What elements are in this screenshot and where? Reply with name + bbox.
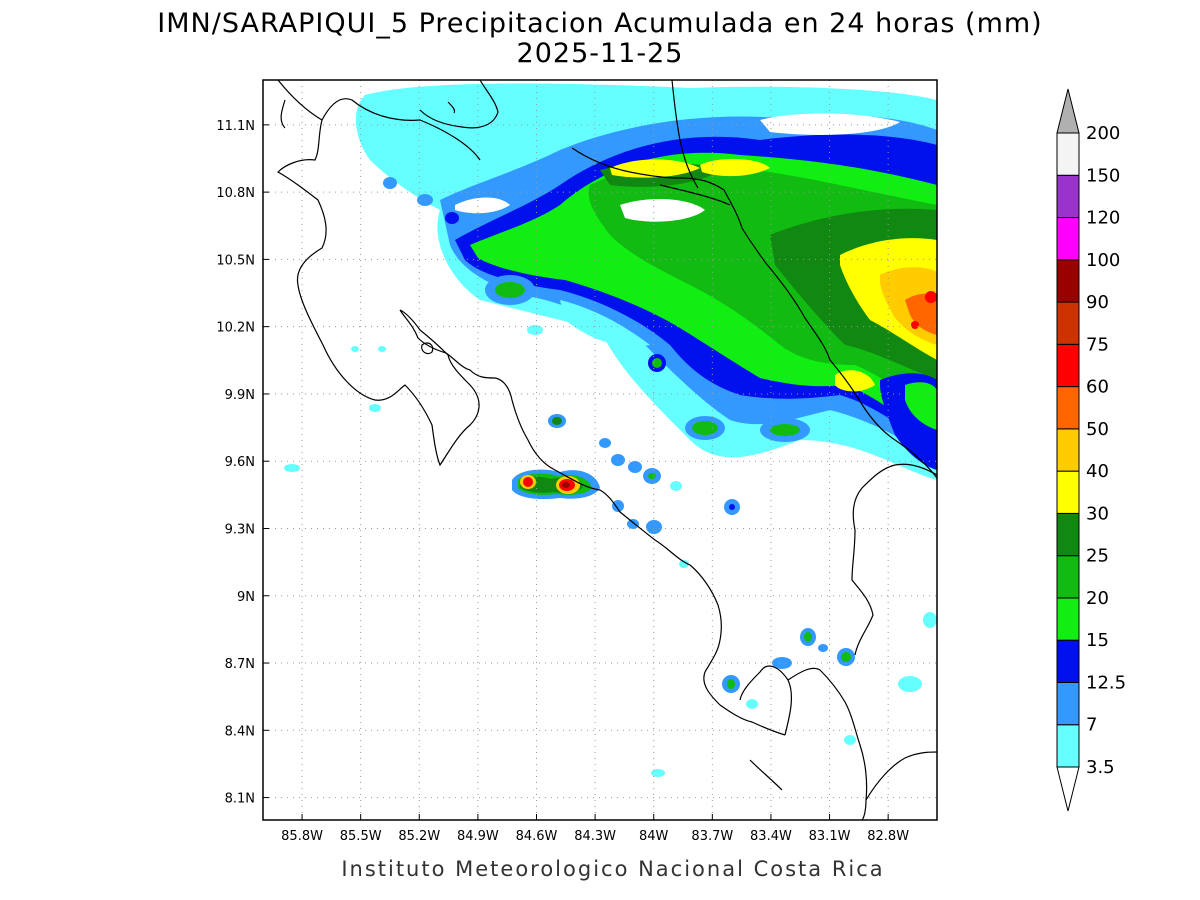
colorbar-swatch <box>1056 555 1080 599</box>
map-area <box>263 80 937 820</box>
x-tick-label: 84W <box>639 829 669 844</box>
y-tick-label: 8.7N <box>225 657 255 672</box>
colorbar-swatch <box>1056 301 1080 345</box>
y-axis-ticks: 11.1N 10.8N 10.5N 10.2N 9.9N 9.6N 9.3N 9N 8.7N 8.… <box>216 119 269 807</box>
colorbar-label: 20 <box>1086 588 1109 609</box>
y-tick-label: 11.1N <box>216 119 255 134</box>
map-frame <box>262 79 938 821</box>
colorbar: 3.5 7 12.5 15 20 25 30 40 50 60 75 90 100 120 150 200 <box>1056 88 1126 812</box>
x-tick-label: 84.3W <box>574 829 616 844</box>
x-tick-label: 85.8W <box>281 829 323 844</box>
precip-isolated-cells <box>284 177 937 777</box>
colorbar-label: 150 <box>1086 165 1120 186</box>
colorbar-label: 90 <box>1086 292 1109 313</box>
colorbar-swatch <box>1056 428 1080 472</box>
colorbar-label: 40 <box>1086 461 1109 482</box>
colorbar-swatch <box>1056 217 1080 261</box>
x-tick-label: 83.1W <box>809 829 851 844</box>
colorbar-swatch <box>1056 132 1080 176</box>
colorbar-label: 100 <box>1086 250 1120 271</box>
colorbar-label: 15 <box>1086 630 1109 651</box>
colorbar-swatch <box>1056 639 1080 683</box>
x-tick-label: 85.2W <box>398 829 440 844</box>
y-tick-label: 10.8N <box>216 186 255 201</box>
y-tick-label: 9N <box>237 590 255 605</box>
y-tick-label: 8.1N <box>225 792 255 807</box>
colorbar-swatch <box>1056 470 1080 514</box>
coastlines <box>277 80 937 820</box>
colorbar-label: 50 <box>1086 419 1109 440</box>
colorbar-label: 3.5 <box>1086 757 1115 778</box>
colorbar-swatch <box>1056 174 1080 219</box>
map-grid <box>263 80 937 820</box>
colorbar-label: 120 <box>1086 208 1120 229</box>
x-tick-label: 83.4W <box>750 829 792 844</box>
colorbar-label: 75 <box>1086 334 1109 355</box>
y-tick-label: 8.4N <box>225 724 255 739</box>
colorbar-swatch <box>1056 597 1080 641</box>
precip-60-core <box>925 291 937 303</box>
colorbar-swatch <box>1056 681 1080 726</box>
colorbar-label: 25 <box>1086 546 1109 567</box>
colorbar-label: 12.5 <box>1086 672 1126 693</box>
precip-50-region <box>905 293 937 335</box>
y-tick-label: 10.5N <box>216 253 255 268</box>
colorbar-bottom-arrow <box>1056 766 1080 812</box>
colorbar-label: 60 <box>1086 377 1109 398</box>
x-axis-ticks: 85.8W 85.5W 85.2W 84.9W 84.6W 84.3W 84W 83.7W 83… <box>281 814 909 844</box>
y-tick-label: 9.9N <box>225 388 255 403</box>
x-tick-label: 83.7W <box>691 829 733 844</box>
colorbar-swatch <box>1056 343 1080 388</box>
x-tick-label: 85.5W <box>340 829 382 844</box>
map-title: IMN/SARAPIQUI_5 Precipitacion Acumulada … <box>157 8 1042 39</box>
colorbar-swatch <box>1056 724 1080 768</box>
y-tick-label: 9.6N <box>225 455 255 470</box>
y-tick-label: 9.3N <box>225 522 255 537</box>
y-tick-label: 10.2N <box>216 321 255 336</box>
precip-central-cell <box>512 469 600 500</box>
colorbar-swatch <box>1056 259 1080 303</box>
x-tick-label: 82.8W <box>867 829 909 844</box>
colorbar-swatch <box>1056 386 1080 430</box>
colorbar-swatch <box>1056 512 1080 557</box>
footer-credit: Instituto Meteorologico Nacional Costa R… <box>341 857 884 881</box>
x-tick-label: 84.9W <box>457 829 499 844</box>
map-date: 2025-11-25 <box>517 38 684 69</box>
colorbar-top-arrow <box>1056 88 1080 134</box>
x-tick-label: 84.6W <box>516 829 558 844</box>
precipitation-field <box>284 83 937 777</box>
colorbar-label: 7 <box>1086 715 1097 736</box>
colorbar-label: 200 <box>1086 123 1120 144</box>
colorbar-label: 30 <box>1086 503 1109 524</box>
